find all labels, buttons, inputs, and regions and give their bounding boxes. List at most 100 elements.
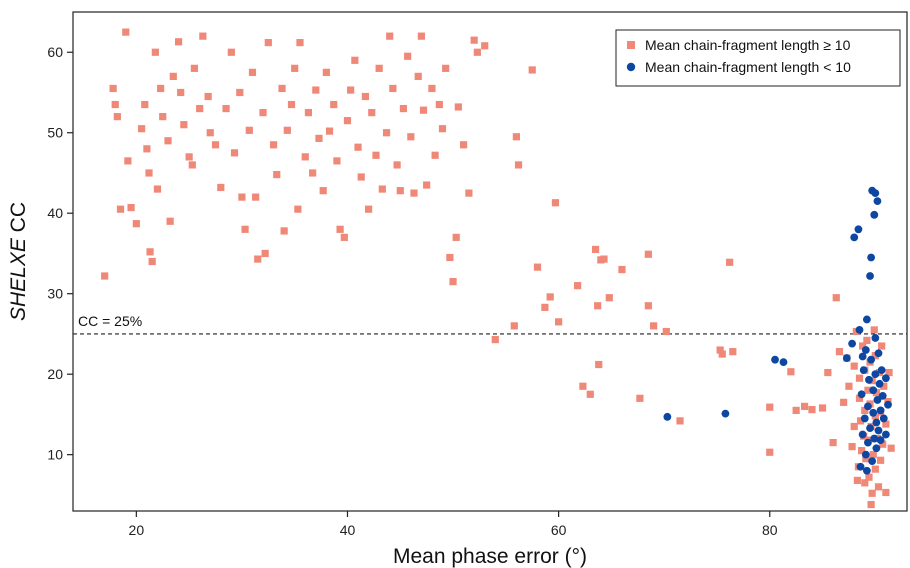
x-tick-label: 80 [762, 522, 778, 538]
y-axis-title-rest: CC [7, 202, 30, 238]
data-point-square [113, 113, 121, 121]
data-point-square [101, 272, 109, 280]
data-point-square [319, 187, 327, 195]
data-point-square [855, 374, 864, 382]
data-point-circle [871, 370, 880, 379]
data-point-square [138, 125, 146, 133]
data-point-circle [862, 466, 871, 475]
data-point-square [491, 335, 499, 344]
y-tick-label: 40 [47, 205, 63, 221]
data-point-square [887, 444, 895, 452]
data-point-square [287, 100, 296, 109]
data-point-circle [874, 349, 883, 358]
data-point-square [177, 88, 185, 97]
series-squares [101, 28, 895, 509]
data-point-square [676, 417, 684, 425]
data-point-square [180, 121, 188, 129]
data-point-square [864, 386, 872, 394]
data-point-square [452, 233, 460, 241]
data-point-square [869, 451, 877, 459]
data-point-circle [867, 355, 876, 364]
data-point-square [378, 185, 386, 193]
data-point-square [312, 86, 320, 94]
data-point-circle [850, 233, 859, 242]
data-point-square [808, 405, 816, 414]
y-axis-ticks: 10 20 30 40 50 60 [47, 44, 73, 463]
data-point-square [546, 293, 554, 301]
data-point-square [399, 104, 408, 113]
data-point-circle [779, 358, 788, 367]
data-point-square [174, 38, 183, 46]
data-point-circle [875, 379, 884, 388]
data-point-circle [864, 438, 872, 447]
legend-label-lt10: Mean chain-fragment length < 10 [645, 59, 851, 75]
data-point-circle [870, 434, 879, 443]
data-point-square [404, 52, 412, 60]
data-point-square [636, 394, 644, 402]
data-point-square [868, 489, 876, 497]
data-point-square [145, 169, 153, 177]
data-point-square [470, 36, 478, 44]
data-point-square [718, 350, 726, 358]
x-axis-title: Mean phase error (°) [393, 545, 587, 568]
data-point-square [442, 64, 450, 72]
data-point-square [574, 282, 582, 290]
data-point-circle [871, 334, 880, 342]
data-point-circle [876, 406, 885, 415]
data-point-square [141, 100, 149, 109]
data-point-square [169, 72, 177, 80]
data-point-square [417, 32, 425, 40]
data-point-square [880, 382, 888, 390]
data-point-square [296, 38, 304, 47]
data-point-circle [859, 366, 868, 375]
legend-box [615, 29, 901, 87]
data-point-circle [869, 408, 878, 417]
data-point-square [164, 137, 172, 145]
data-point-square [874, 483, 883, 491]
data-point-square [591, 245, 600, 254]
data-point-square [206, 129, 214, 137]
data-point-square [853, 476, 861, 485]
data-point-square [618, 265, 626, 274]
data-point-circle [884, 400, 892, 409]
data-point-square [309, 169, 317, 177]
data-point-square [878, 342, 886, 350]
x-tick-label: 40 [340, 522, 356, 538]
data-point-square [879, 440, 887, 448]
data-point-circle [867, 253, 876, 262]
data-point-square [835, 348, 844, 356]
data-point-square [199, 32, 207, 40]
data-point-square [428, 84, 436, 93]
data-point-square [845, 382, 853, 390]
data-point-square [871, 352, 879, 360]
data-point-square [340, 233, 348, 241]
data-point-circle [861, 450, 870, 459]
data-point-square [435, 100, 443, 109]
data-point-square [248, 68, 257, 76]
data-point-circle [862, 315, 871, 324]
data-point-circle [848, 339, 857, 348]
data-point-square [870, 326, 878, 334]
data-point-circle [865, 375, 873, 384]
data-point-square [605, 294, 613, 302]
data-point-circle [854, 225, 863, 234]
data-point-square [143, 145, 151, 153]
data-point-square [423, 181, 431, 189]
data-point-square [278, 84, 286, 93]
data-point-circle [872, 418, 881, 427]
data-point-square [729, 348, 737, 356]
data-point-square [333, 157, 341, 165]
data-point-circle [860, 414, 869, 423]
data-point-square [419, 106, 428, 114]
data-point-square [481, 42, 489, 50]
data-point-circle [872, 444, 881, 453]
data-point-square [153, 185, 162, 193]
data-point-square [222, 104, 230, 113]
data-point-circle [663, 412, 672, 421]
data-point-square [829, 438, 837, 447]
data-point-circle [879, 414, 888, 423]
data-point-square [273, 170, 281, 179]
data-point-square [269, 141, 278, 149]
legend-label-ge10: Mean chain-fragment length ≥ 10 [645, 37, 851, 53]
